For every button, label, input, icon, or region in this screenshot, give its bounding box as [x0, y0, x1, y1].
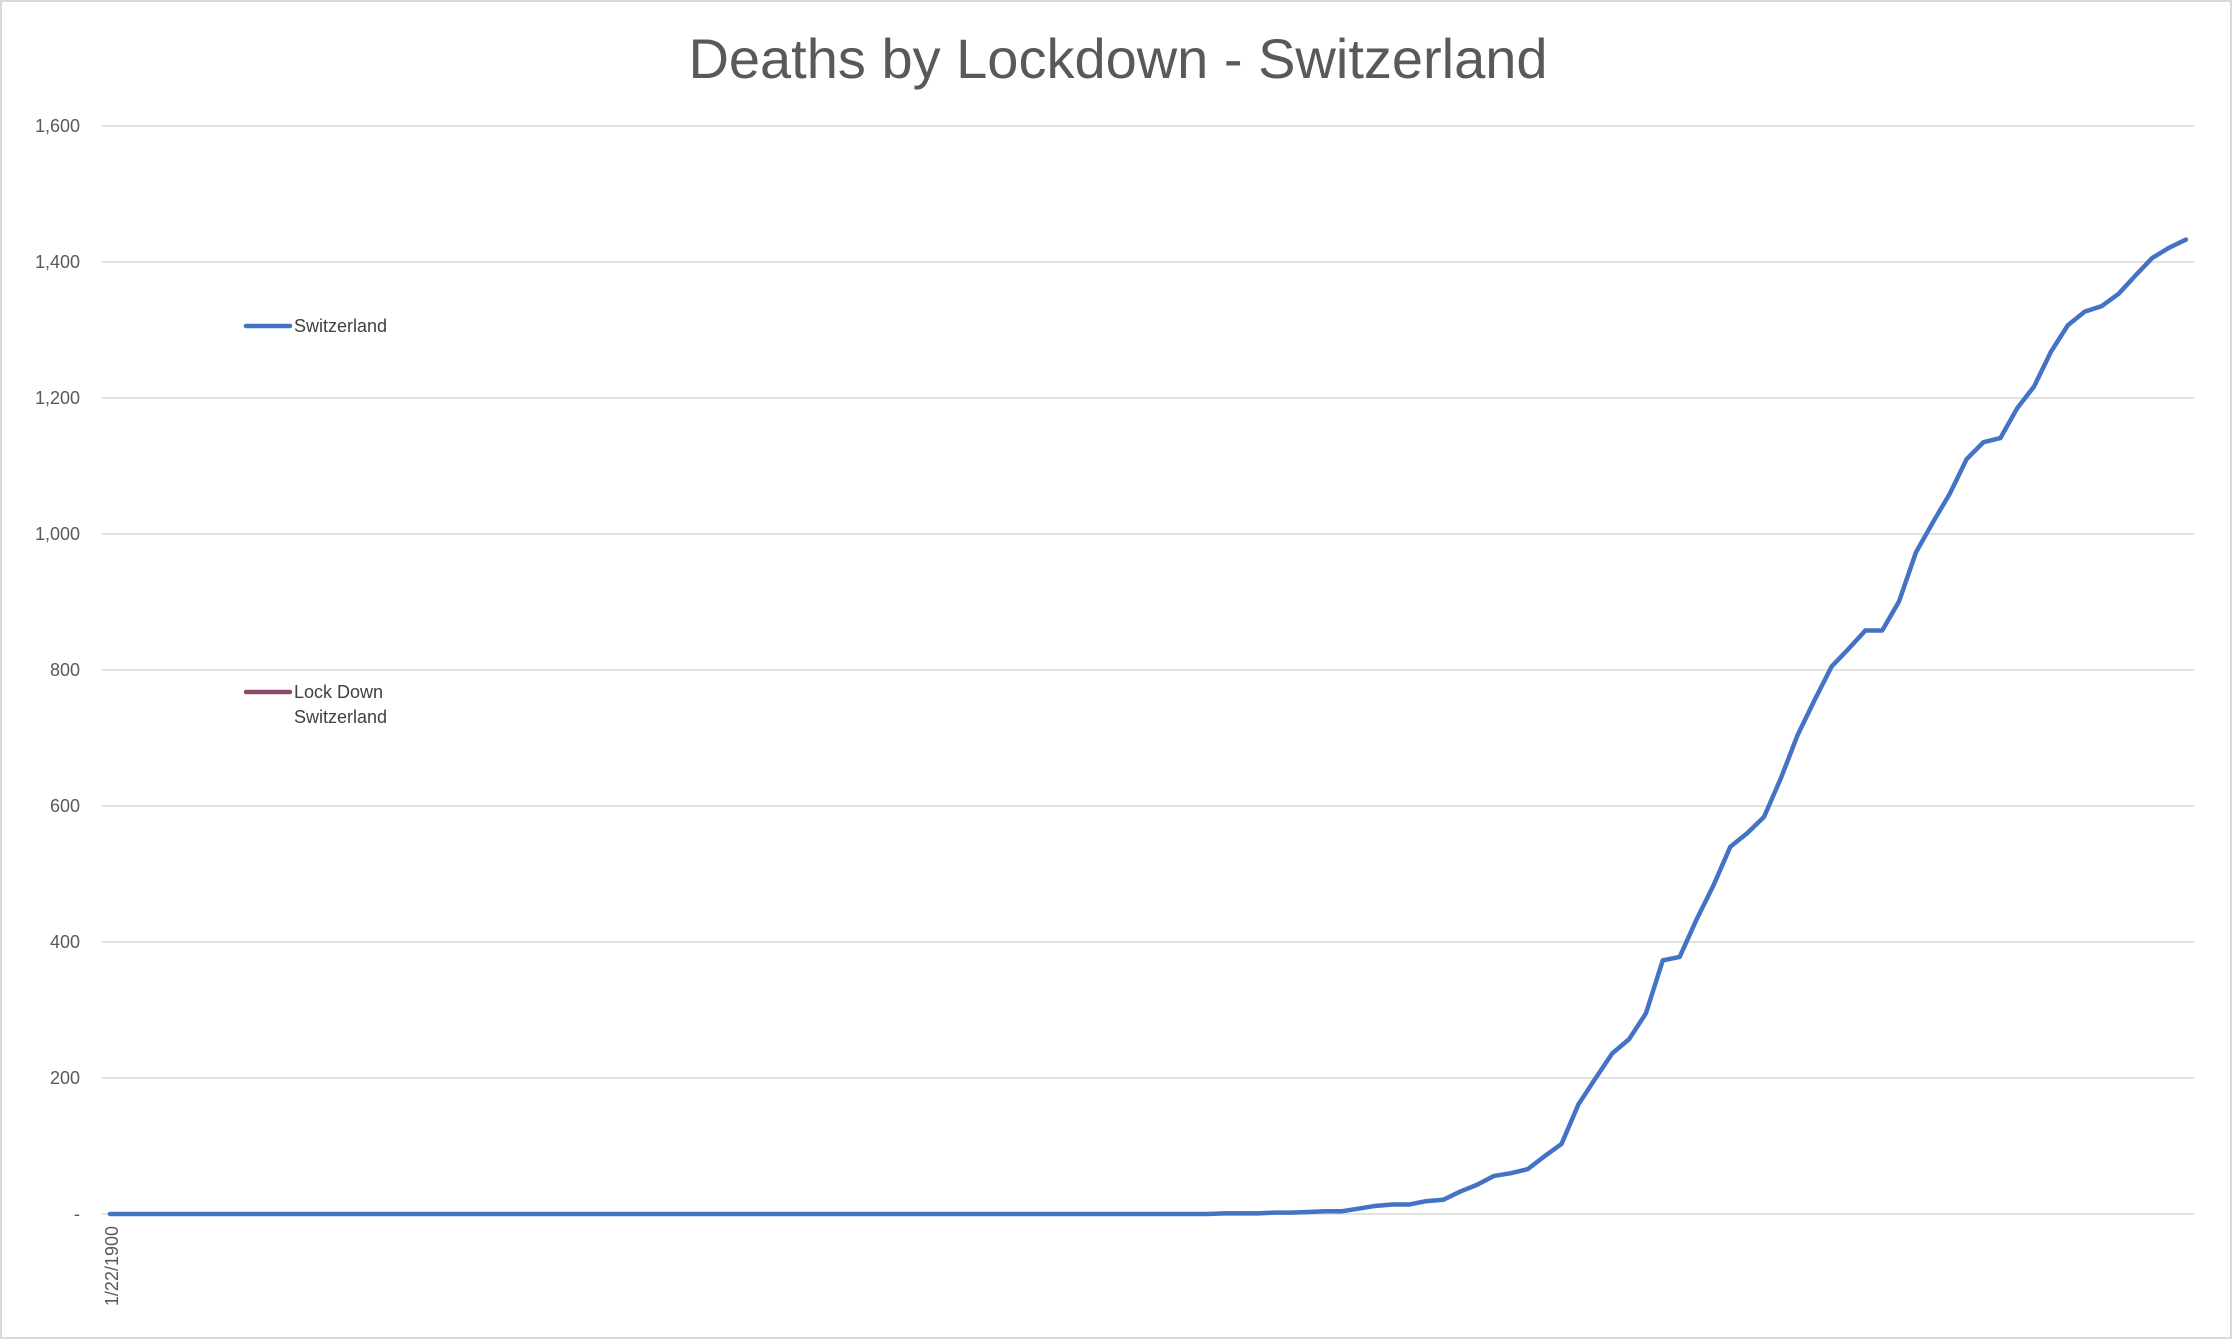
- x-tick-label: 1/22/1900: [102, 1226, 122, 1306]
- y-tick-label: 400: [50, 932, 80, 952]
- y-tick-label: 1,200: [35, 388, 80, 408]
- legend-item-switzerland: Switzerland: [243, 316, 387, 336]
- y-tick-label: 1,000: [35, 524, 80, 544]
- legend-item-lock-down-switzerland: Lock Down Switzerland: [243, 682, 387, 727]
- chart-title: Deaths by Lockdown - Switzerland: [688, 27, 1547, 90]
- y-axis-tick-labels: - 200 400 600 800 1,000 1,200 1,400 1,600: [35, 116, 80, 1224]
- y-tick-label: 200: [50, 1068, 80, 1088]
- y-tick-label: 600: [50, 796, 80, 816]
- x-axis-tick-labels: 1/22/1900: [102, 1226, 122, 1306]
- series-line-switzerland: [107, 237, 2189, 1217]
- gridlines: [102, 125, 2194, 1215]
- legend-label: Switzerland: [294, 316, 387, 336]
- legend: Switzerland Lock Down Switzerland: [243, 316, 387, 727]
- y-tick-label: -: [74, 1204, 80, 1224]
- y-tick-label: 800: [50, 660, 80, 680]
- y-tick-label: 1,400: [35, 252, 80, 272]
- legend-label: Lock Down Switzerland: [294, 682, 387, 727]
- y-tick-label: 1,600: [35, 116, 80, 136]
- series-lines: [107, 237, 2189, 1217]
